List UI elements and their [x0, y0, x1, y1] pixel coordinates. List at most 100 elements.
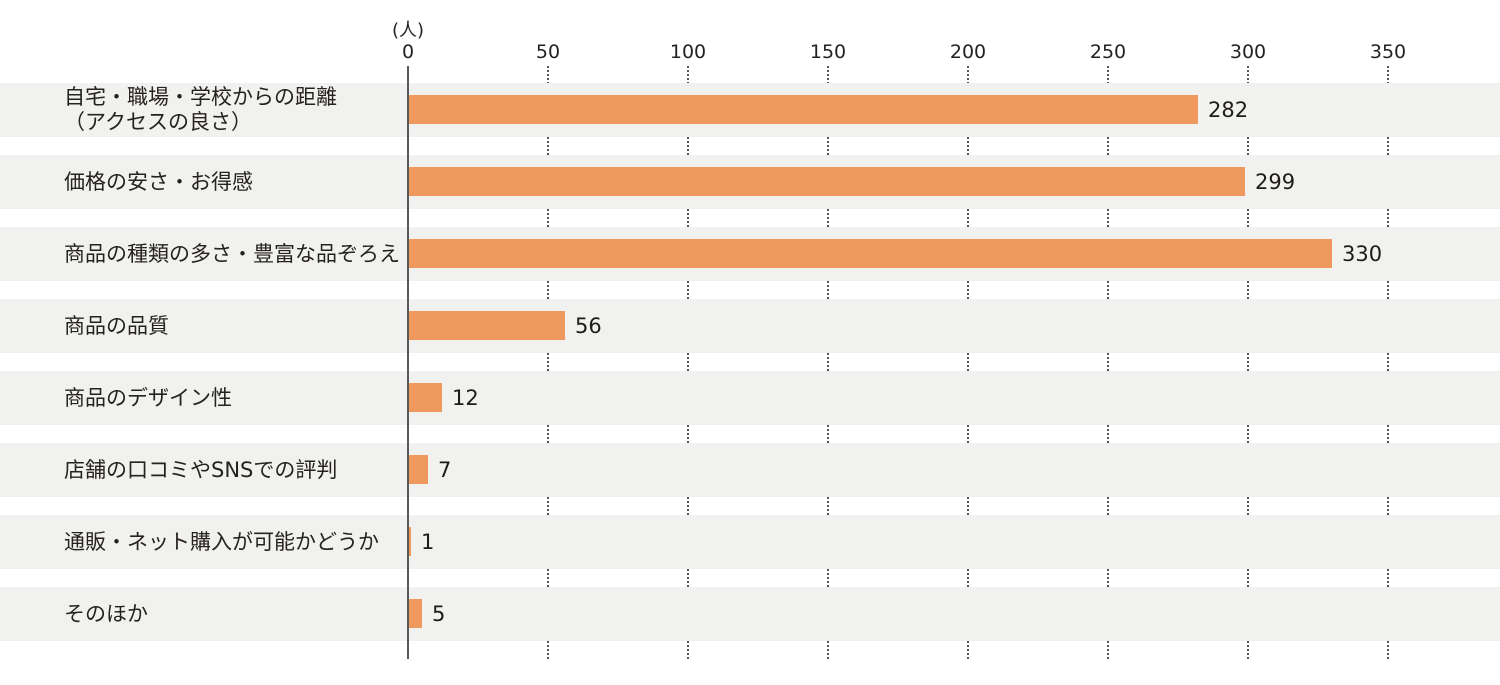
value-label: 7 — [438, 458, 452, 482]
dotted-gridline-tick — [687, 281, 689, 299]
category-label: そのほか — [64, 587, 148, 641]
dotted-gridline-tick — [1387, 281, 1389, 299]
value-label: 12 — [452, 386, 479, 410]
dotted-gridline-tick — [687, 353, 689, 371]
dotted-gridline-tick — [547, 209, 549, 227]
dotted-gridline-tick — [827, 641, 829, 659]
dotted-gridline-tick — [827, 569, 829, 587]
dotted-gridline-tick — [967, 137, 969, 155]
x-axis-tick-label: 250 — [1089, 41, 1127, 63]
x-axis-tick-label: 0 — [401, 41, 415, 63]
dotted-gridline-tick — [967, 209, 969, 227]
dotted-gridline-tick — [687, 137, 689, 155]
dotted-gridline-tick — [967, 641, 969, 659]
value-label: 1 — [421, 530, 435, 554]
dotted-gridline-tick — [687, 569, 689, 587]
dotted-gridline-tick — [827, 425, 829, 443]
dotted-gridline-tick — [687, 66, 689, 83]
x-axis-tick-label: 50 — [535, 41, 561, 63]
row-band: そのほか 5 — [0, 587, 1500, 641]
value-label: 330 — [1342, 242, 1383, 266]
value-label: 299 — [1255, 170, 1296, 194]
value-label: 282 — [1208, 98, 1249, 122]
category-label: 店舗の口コミやSNSでの評判 — [64, 443, 337, 497]
dotted-gridline-tick — [1247, 425, 1249, 443]
dotted-gridline-tick — [1387, 641, 1389, 659]
dotted-gridline-tick — [967, 569, 969, 587]
row-band: 商品のデザイン性 12 — [0, 371, 1500, 425]
value-label: 5 — [432, 602, 446, 626]
bar — [408, 167, 1245, 196]
bar — [408, 527, 411, 556]
bar — [408, 311, 565, 340]
dotted-gridline-tick — [687, 425, 689, 443]
dotted-gridline-tick — [547, 281, 549, 299]
row-band: 店舗の口コミやSNSでの評判 7 — [0, 443, 1500, 497]
dotted-gridline-tick — [827, 137, 829, 155]
dotted-gridline-tick — [547, 66, 549, 83]
category-label-line: 通販・ネット購入が可能かどうか — [64, 529, 379, 554]
dotted-gridline-tick — [1247, 281, 1249, 299]
dotted-gridline-tick — [687, 209, 689, 227]
dotted-gridline-tick — [1107, 209, 1109, 227]
category-label: 商品の品質 — [64, 299, 169, 353]
y-axis-line — [407, 66, 409, 659]
category-label: 商品の種類の多さ・豊富な品ぞろえ — [64, 227, 400, 281]
row-band: 通販・ネット購入が可能かどうか 1 — [0, 515, 1500, 569]
category-label-line: そのほか — [64, 601, 148, 626]
bar — [408, 95, 1198, 124]
dotted-gridline-tick — [967, 425, 969, 443]
dotted-gridline-tick — [967, 497, 969, 515]
dotted-gridline-tick — [1107, 425, 1109, 443]
category-label-line: 自宅・職場・学校からの距離 — [64, 85, 337, 109]
x-axis-tick-label: 150 — [809, 41, 847, 63]
dotted-gridline-tick — [1247, 641, 1249, 659]
dotted-gridline-tick — [1387, 209, 1389, 227]
dotted-gridline-tick — [1107, 281, 1109, 299]
dotted-gridline-tick — [1247, 66, 1249, 83]
dotted-gridline-tick — [1387, 425, 1389, 443]
dotted-gridline-tick — [967, 66, 969, 83]
bar — [408, 455, 428, 484]
x-axis-tick-label: 200 — [949, 41, 987, 63]
axis-unit-label: (人) — [391, 20, 425, 41]
dotted-gridline-tick — [547, 137, 549, 155]
category-label-line: 価格の安さ・お得感 — [64, 169, 253, 194]
bar — [408, 599, 422, 628]
dotted-gridline-tick — [547, 353, 549, 371]
dotted-gridline-tick — [827, 353, 829, 371]
category-label: 価格の安さ・お得感 — [64, 155, 253, 209]
dotted-gridline-tick — [1247, 353, 1249, 371]
x-axis-tick-label: 350 — [1369, 41, 1407, 63]
dotted-gridline-tick — [827, 281, 829, 299]
dotted-gridline-tick — [1387, 497, 1389, 515]
dotted-gridline-tick — [827, 209, 829, 227]
dotted-gridline-tick — [1107, 353, 1109, 371]
dotted-gridline-tick — [1107, 66, 1109, 83]
dotted-gridline-tick — [1387, 569, 1389, 587]
category-label: 商品のデザイン性 — [64, 371, 232, 425]
dotted-gridline-tick — [547, 497, 549, 515]
dotted-gridline-tick — [1247, 569, 1249, 587]
dotted-gridline-tick — [1107, 569, 1109, 587]
x-axis-tick-label: 300 — [1229, 41, 1267, 63]
value-label: 56 — [575, 314, 602, 338]
dotted-gridline-tick — [1387, 66, 1389, 83]
dotted-gridline-tick — [827, 497, 829, 515]
dotted-gridline-tick — [547, 569, 549, 587]
dotted-gridline-tick — [967, 353, 969, 371]
dotted-gridline-tick — [1387, 353, 1389, 371]
category-label: 自宅・職場・学校からの距離 （アクセスの良さ） — [64, 83, 337, 137]
dotted-gridline-tick — [1387, 137, 1389, 155]
dotted-gridline-tick — [687, 641, 689, 659]
bar — [408, 239, 1332, 268]
dotted-gridline-tick — [547, 425, 549, 443]
dotted-gridline-tick — [1107, 137, 1109, 155]
dotted-gridline-tick — [1247, 137, 1249, 155]
dotted-gridline-tick — [1107, 497, 1109, 515]
row-band: 自宅・職場・学校からの距離 （アクセスの良さ） 282 — [0, 83, 1500, 137]
row-band: 価格の安さ・お得感 299 — [0, 155, 1500, 209]
category-label-line: 店舗の口コミやSNSでの評判 — [64, 457, 338, 482]
category-label-line: 商品のデザイン性 — [64, 385, 232, 410]
